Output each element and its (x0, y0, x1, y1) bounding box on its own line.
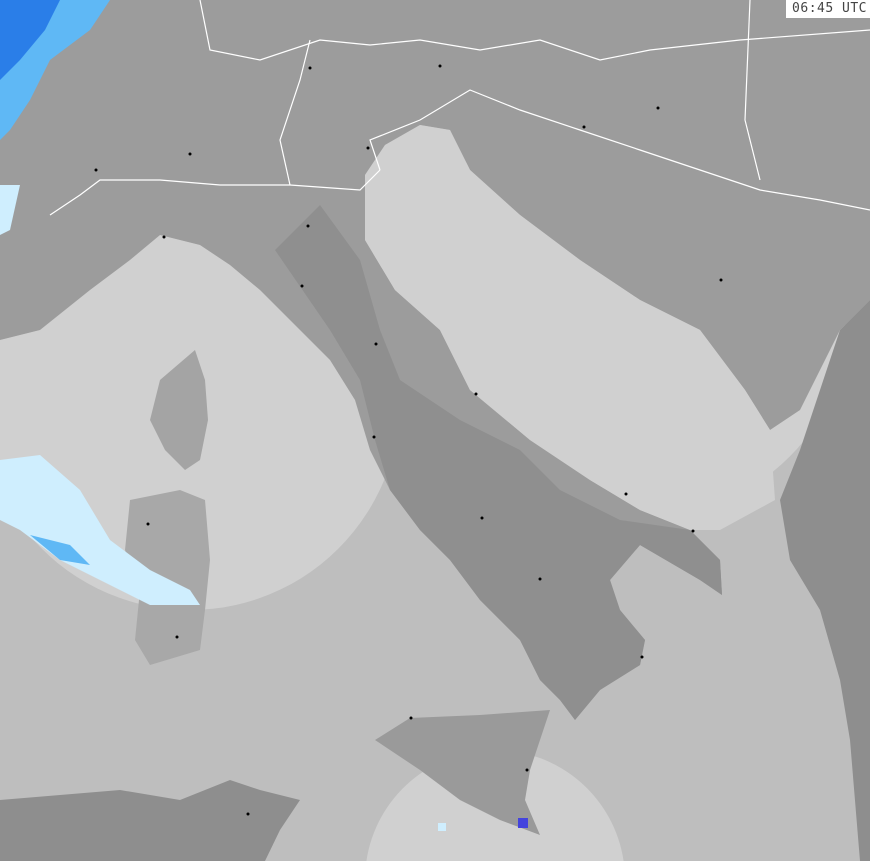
precipitation-echoes (0, 0, 528, 831)
island-corsica (150, 350, 208, 470)
island-sardinia (125, 490, 210, 665)
land-north-africa (0, 780, 300, 861)
land-apennine-zone (275, 205, 722, 720)
timestamp-label: 06:45 UTC (786, 0, 870, 18)
city-markers (94, 64, 723, 816)
adriatic-sea (365, 125, 775, 530)
country-borders (49, 0, 870, 216)
land-balkans (780, 300, 870, 861)
island-sicily (375, 710, 550, 835)
